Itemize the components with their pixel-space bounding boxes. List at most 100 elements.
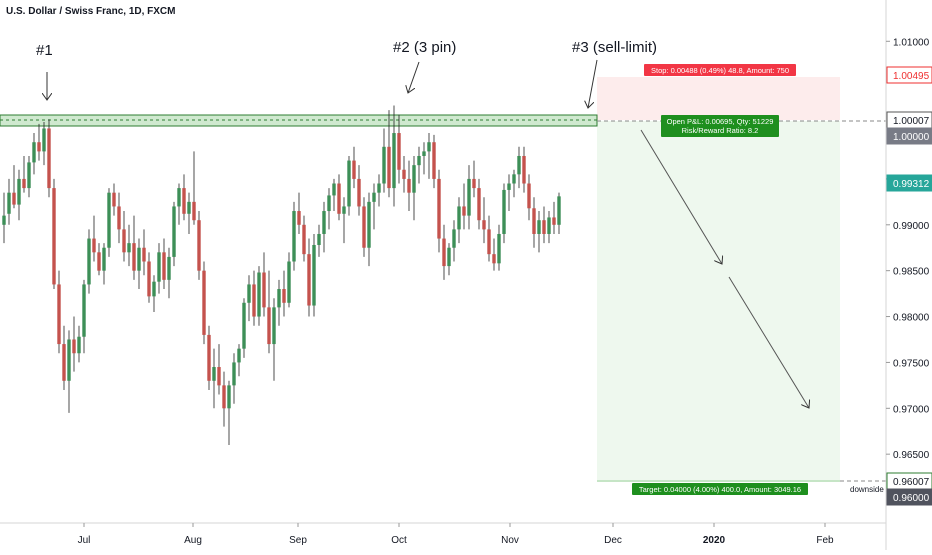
candle (497, 224, 501, 271)
candle-body (332, 183, 336, 196)
candle-body (397, 133, 401, 170)
price-badge-label: 0.96007 (893, 477, 930, 488)
candle-body (462, 206, 466, 216)
candle-body (262, 272, 266, 308)
target-label-text: Target: 0.04000 (4.00%) 400.0, Amount: 3… (639, 485, 801, 494)
candle-body (507, 183, 511, 190)
candle-body (12, 192, 16, 205)
y-tick-label: 1.01000 (893, 37, 930, 48)
stop-zone[interactable] (597, 77, 840, 120)
candle-body (227, 385, 231, 409)
candle-body (102, 247, 106, 271)
candle (12, 165, 16, 209)
target-zone[interactable] (597, 121, 840, 482)
candle (482, 197, 486, 244)
candle (397, 114, 401, 184)
candle (27, 155, 31, 198)
candle-body (557, 196, 561, 225)
candle (227, 380, 231, 446)
candle (122, 211, 126, 262)
projection-arrow-1[interactable] (640, 129, 722, 264)
candle (452, 220, 456, 262)
candle-body (2, 215, 6, 225)
candle (192, 151, 196, 225)
candle-body (72, 339, 76, 354)
candle (52, 178, 56, 290)
candle (47, 119, 51, 198)
candle (557, 192, 561, 234)
candle (132, 215, 136, 280)
candle-body (52, 188, 56, 285)
price-axis[interactable]: 1.010000.995000.990000.985000.980000.975… (886, 37, 930, 461)
resistance-zone[interactable] (0, 114, 598, 127)
pl-label: Open P&L: 0.00695, Qty: 51229 Risk/Rewar… (661, 115, 779, 137)
candle (72, 316, 76, 372)
candle (537, 211, 541, 253)
candle-body (97, 252, 101, 271)
candle (447, 243, 451, 276)
candle (222, 371, 226, 427)
candle-body (512, 174, 516, 184)
candle-body (432, 142, 436, 179)
candle (67, 330, 71, 413)
annotation-2-arrow (408, 61, 420, 93)
candle (462, 183, 466, 230)
projection-arrow-2[interactable] (728, 276, 809, 408)
candle-body (247, 284, 251, 303)
candle-body (322, 211, 326, 234)
candle-body (157, 252, 161, 282)
target-label: Target: 0.04000 (4.00%) 400.0, Amount: 3… (632, 483, 808, 495)
candle-body (422, 151, 426, 156)
candle-body (92, 238, 96, 253)
candle-body (522, 155, 526, 184)
price-badges: 1.00495 1.00007 1.00000 0.99312 0.96007 0.960… (886, 66, 932, 506)
candle-body (57, 284, 61, 345)
candle-body (517, 155, 521, 175)
candle (182, 174, 186, 221)
y-tick-label: 0.99000 (893, 221, 930, 232)
candle (197, 211, 201, 280)
candle (247, 275, 251, 322)
candle-body (77, 336, 81, 354)
x-tick-label: Oct (391, 535, 407, 546)
x-tick-label: Dec (604, 535, 622, 546)
candle (307, 238, 311, 317)
candle (207, 325, 211, 390)
candle-body (402, 169, 406, 179)
candle (167, 247, 171, 299)
candle-body (67, 339, 71, 381)
candle (257, 266, 261, 326)
candle-body (487, 229, 491, 255)
candle-body (437, 178, 441, 239)
candle (87, 229, 91, 294)
candle (477, 178, 481, 230)
candle-body (27, 162, 31, 189)
time-axis[interactable]: Jul Aug Sep Oct Nov Dec 2020 Feb (78, 523, 834, 546)
candle-body (387, 146, 391, 189)
annotation-1: #1 (36, 42, 53, 59)
candle (162, 238, 166, 290)
candle-body (312, 244, 316, 306)
y-tick-label: 0.97500 (893, 358, 930, 369)
candle (17, 169, 21, 221)
y-tick-label: 0.98500 (893, 267, 930, 278)
price-badge: 1.00495 (886, 66, 932, 84)
candle-body (327, 195, 331, 212)
candle-body (277, 289, 281, 308)
candle (147, 252, 151, 303)
candle-body (252, 284, 256, 317)
candle-body (37, 142, 41, 152)
candle-body (242, 302, 246, 349)
candle (467, 165, 471, 230)
candle-body (297, 211, 301, 225)
candle-body (237, 348, 241, 363)
candle-body (447, 247, 451, 267)
price-badge: 1.00000 (886, 127, 932, 145)
candle (97, 243, 101, 276)
candle-body (177, 188, 181, 207)
x-tick-label: Nov (501, 535, 519, 546)
candle (2, 192, 6, 244)
candle (322, 201, 326, 253)
candle (287, 252, 291, 308)
